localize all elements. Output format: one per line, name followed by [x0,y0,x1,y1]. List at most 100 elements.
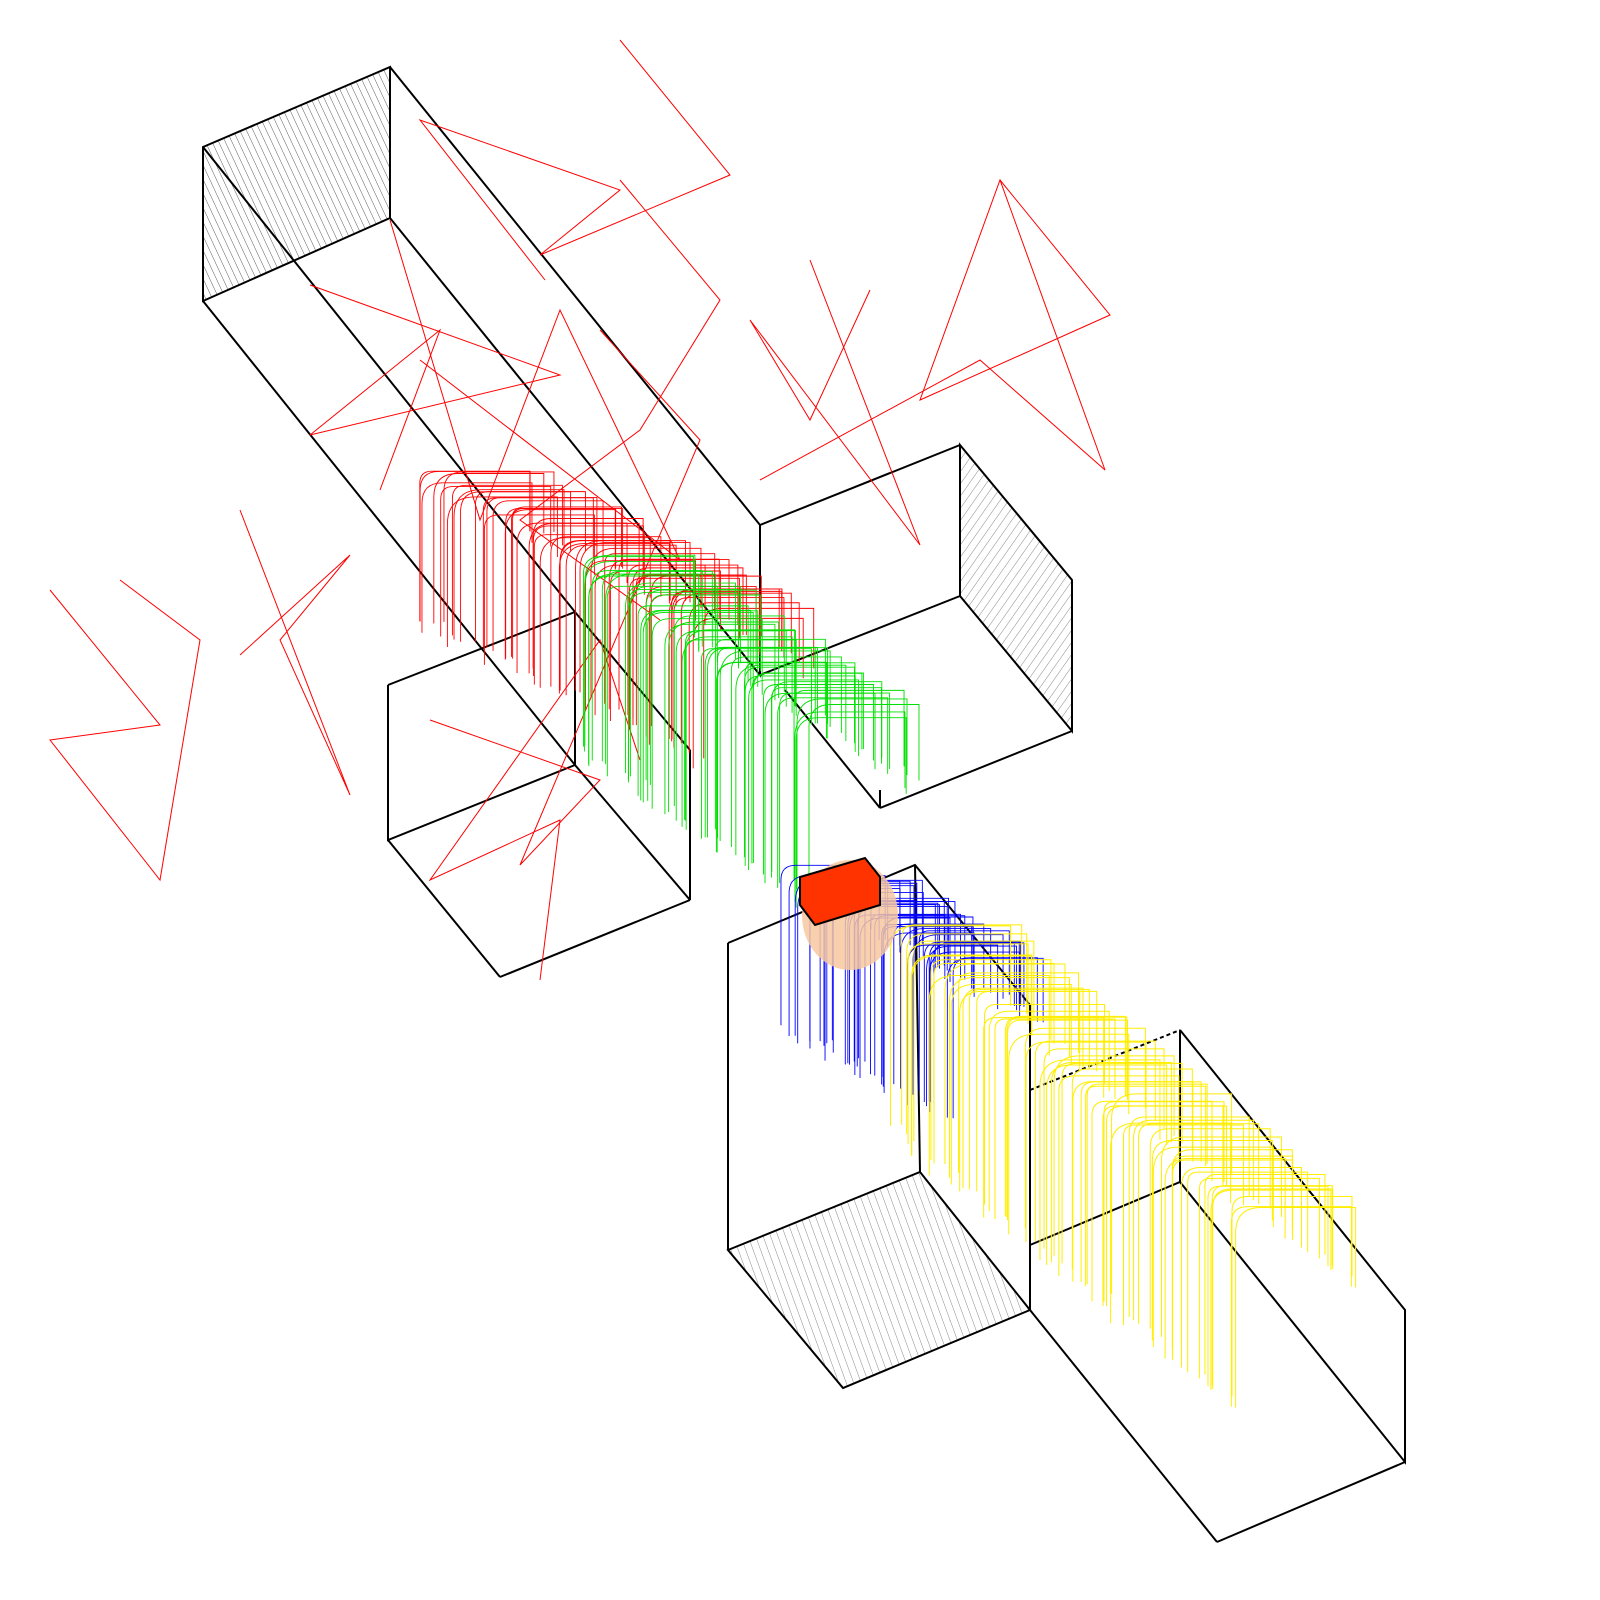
trace-group-red [49,39,1111,981]
trace-yellow [1102,1105,1224,1306]
trace-yellow [930,959,1052,1160]
trace-yellow [1053,1055,1175,1256]
trace-yellow [984,1003,1105,1205]
trace-yellow [1230,1206,1352,1407]
trace-red [550,536,662,687]
trace-yellow [1043,1048,1165,1249]
trace-yellow [1034,1040,1156,1242]
trace-yellow [890,925,1012,1126]
trace-yellow [1187,1171,1309,1373]
trace-yellow [933,962,1055,1164]
trace-yellow [1128,1116,1250,1317]
trace-red [512,508,624,659]
trace-green [714,638,826,830]
box-top-left-edges [389,66,761,678]
trace-green [640,609,752,801]
trace-yellow [958,972,1080,1173]
trace-green [606,585,718,777]
trace-green [584,554,696,746]
trace-green [795,717,907,908]
trace-red [559,540,671,691]
trace-red [419,471,531,622]
trace-yellow [1149,1128,1271,1329]
trace-red [532,518,644,669]
trace-red [594,564,706,716]
trace-yellow [983,1017,1105,1218]
trace-red [483,514,595,665]
trace-green [628,591,740,783]
trace-red [505,507,617,659]
trace-blue [952,957,1044,1119]
trace-blue [918,930,1010,1091]
trace-red [528,522,640,674]
trace-red [453,489,565,640]
trace-yellow [976,990,1098,1192]
trace-green [625,582,736,774]
trace-yellow [944,963,1066,1165]
trace-green [730,656,842,847]
trace-red [516,522,628,674]
trace-green [601,570,713,762]
trace-yellow [1024,1027,1146,1229]
trace-yellow [1106,1105,1228,1307]
trace-green [664,623,776,815]
trace-red [671,590,783,742]
trace-red [482,497,594,648]
trace-yellow [988,1010,1110,1212]
trace-green [704,646,816,838]
trace-yellow [949,977,1071,1178]
trace-yellow [1006,1016,1128,1218]
trace-yellow [1123,1124,1244,1326]
trace-yellow [959,990,1081,1192]
trace-red [565,544,677,696]
trace-green [748,679,860,870]
trace-green [673,615,785,806]
box-top-left-end-face [202,65,391,303]
trace-yellow [901,924,1023,1125]
trace-yellow [968,989,1090,1190]
trace-green [744,675,856,866]
trace-green [605,573,717,765]
trace-green [793,689,905,881]
trace-green [808,704,920,895]
trace-yellow [1160,1136,1282,1337]
trace-blue [912,934,1004,1095]
source-block-face [799,856,881,927]
trace-green [588,575,700,767]
trace-yellow [928,974,1050,1176]
source-block [799,856,898,970]
trace-dense-green [583,554,920,908]
trace-yellow [1039,1059,1161,1260]
trace-green [796,698,908,889]
trace-red [440,485,552,637]
trace-yellow [913,940,1035,1142]
trace-yellow [1086,1083,1208,1285]
trace-yellow [1133,1119,1255,1321]
trace-yellow [911,955,1033,1157]
trace-red [558,543,670,694]
trace-red [419,470,531,622]
trace-green [649,594,761,785]
trace-blue [946,957,1038,1118]
trace-red [608,558,720,710]
trace-yellow [1046,1064,1168,1266]
trace-green [685,639,797,830]
trace-yellow [1072,1081,1194,1282]
trace-yellow [1050,1061,1172,1263]
trace-yellow [1091,1100,1213,1302]
trace-red [474,491,586,642]
trace-green [794,711,906,902]
trace-yellow [1235,1206,1357,1408]
wireframe-box-middle [387,442,1073,978]
trace-red [539,537,651,688]
box-middle-edges [387,610,576,842]
trace-green [744,666,855,858]
trace-red [460,491,572,642]
trace-yellow [1152,1146,1274,1348]
trace-dense-yellow [890,924,1357,1408]
trace-yellow [906,933,1028,1134]
trace-yellow [1171,1155,1293,1357]
box-middle-right-face [959,442,1073,734]
trace-yellow [1080,1081,1202,1282]
